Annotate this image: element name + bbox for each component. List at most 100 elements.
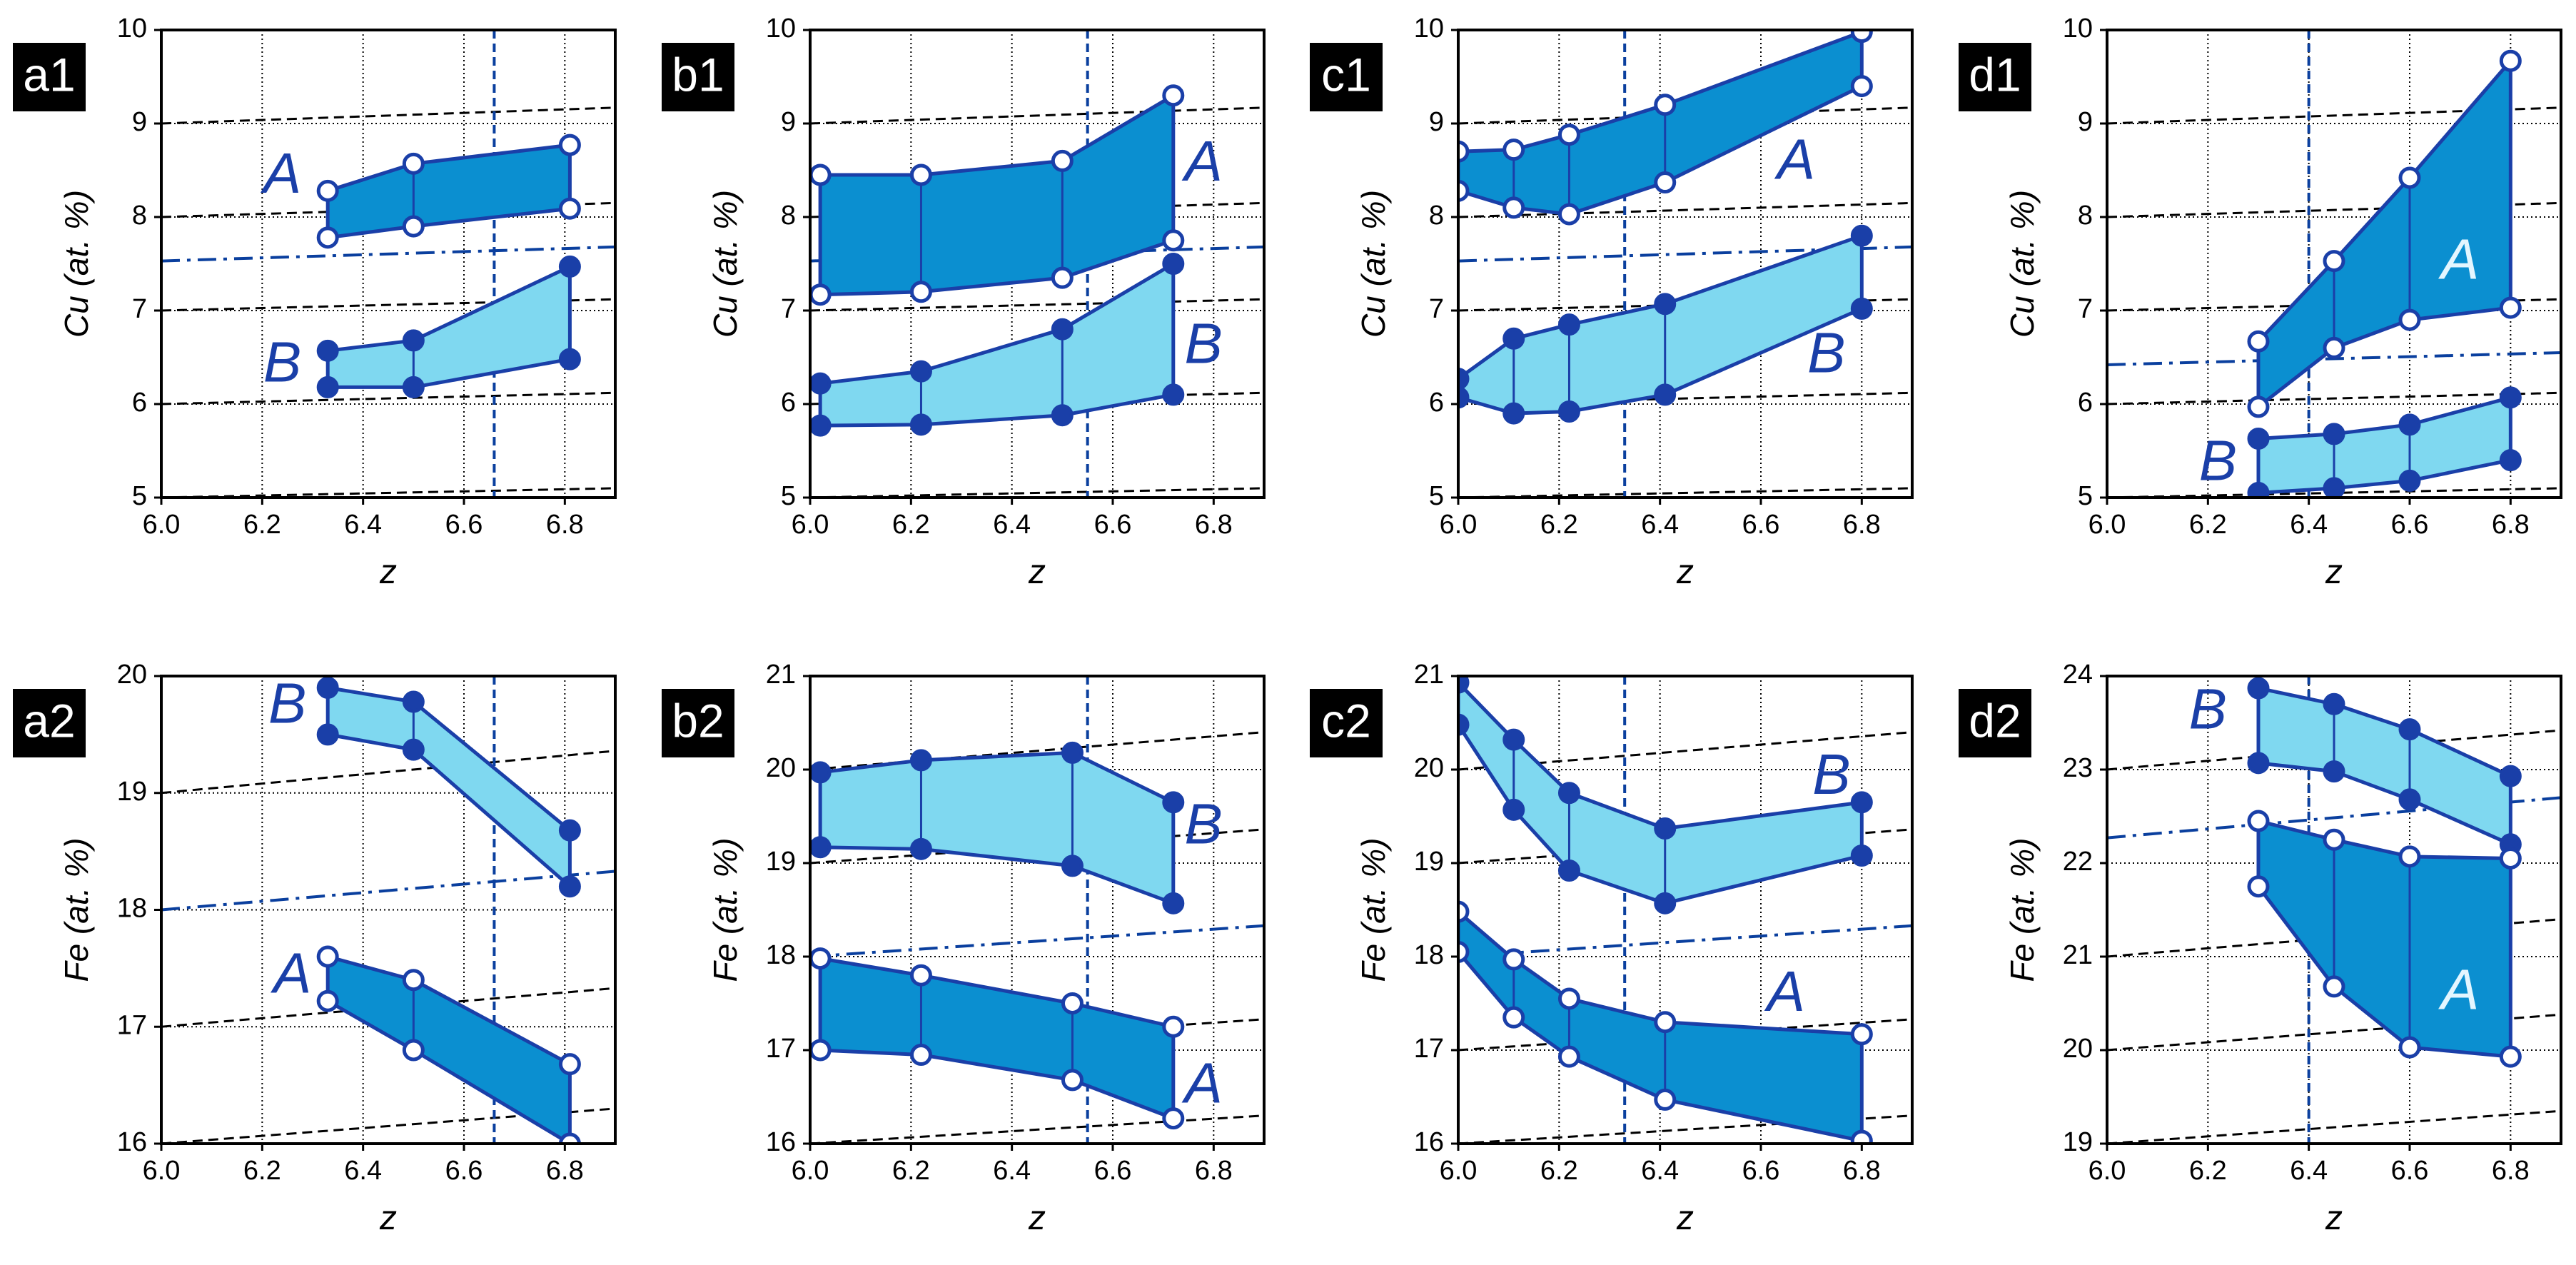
series-b-upper-point [1162, 253, 1185, 275]
series-b-lower-point [2398, 788, 2421, 811]
series-b-upper-point [810, 761, 832, 784]
y-tick-label: 10 [117, 14, 147, 44]
y-tick-label: 9 [781, 107, 796, 137]
series-a-upper-point [2323, 828, 2345, 851]
series-a-lower-point [1557, 1045, 1580, 1068]
y-tick-label: 7 [2078, 294, 2093, 324]
panel-c1: A B 6.0 6.2 6.4 6.6 6.8 5 6 7 8 9 10 z Cu (at. %) c1 [1310, 14, 1914, 591]
x-tick-label: 6.8 [2492, 1156, 2530, 1186]
y-axis-label: Cu (at. %) [2004, 190, 2041, 338]
panel-badge [1959, 43, 2031, 111]
series-a-lower-point [316, 989, 339, 1012]
series-b-upper-point [909, 360, 932, 383]
x-tick-label: 6.2 [2189, 1156, 2227, 1186]
panel-badge [1310, 43, 1383, 111]
series-a-band [325, 954, 572, 1144]
y-tick-label: 9 [1429, 107, 1444, 137]
series-b-lower-point [2499, 449, 2522, 472]
x-tick-label: 6.8 [1195, 510, 1233, 540]
series-a-upper-point [810, 163, 832, 186]
x-tick-label: 6.2 [2189, 510, 2227, 540]
x-axis-label: z [1676, 1199, 1694, 1237]
y-tick-label: 24 [2063, 660, 2093, 690]
x-tick-label: 6.0 [792, 1156, 829, 1186]
dashed-reference-line [161, 487, 615, 498]
dashed-reference-line [810, 487, 1264, 498]
dashed-reference-line [1458, 201, 1912, 218]
panel-a2: B A 6.0 6.2 6.4 6.6 6.8 16 17 18 19 20 z Fe (at. %) a2 [13, 660, 617, 1237]
dashdot-line [161, 870, 615, 912]
series-label-b: B [1185, 312, 1223, 376]
y-tick-label: 19 [1414, 847, 1444, 877]
panel-d2: B A 6.0 6.2 6.4 6.6 6.8 19 20 21 22 23 24 z Fe (at. %)… [1959, 660, 2562, 1237]
series-b-lower-point [810, 414, 832, 437]
plot-frame [2106, 675, 2562, 1145]
x-tick-label: 6.6 [445, 1156, 483, 1186]
plot-frame [809, 29, 1266, 499]
y-tick-label: 5 [781, 481, 796, 511]
series-b-upper-point [1850, 791, 1873, 814]
series-a-lower-point [909, 1044, 932, 1067]
x-tick-label: 6.0 [2088, 510, 2126, 540]
series-label-b: B [2189, 677, 2227, 741]
y-tick-label: 5 [1429, 481, 1444, 511]
x-tick-label: 6.6 [1742, 510, 1780, 540]
series-b-band [818, 750, 1176, 905]
y-tick-label: 16 [1414, 1127, 1444, 1157]
y-tick-label: 6 [1429, 388, 1444, 418]
y-tick-label: 9 [132, 107, 147, 137]
series-a-lower-point [558, 197, 581, 220]
series-b-lower-point [558, 348, 581, 371]
x-tick-label: 6.0 [143, 510, 181, 540]
x-tick-label: 6.0 [1440, 510, 1478, 540]
dashed-reference-line [161, 750, 615, 795]
y-tick-label: 16 [117, 1127, 147, 1157]
x-tick-label: 6.0 [1440, 1156, 1478, 1186]
series-a-upper-point [1061, 992, 1084, 1014]
series-b-lower-point [1850, 845, 1873, 867]
plot-area [810, 30, 1264, 498]
series-label-a: A [1182, 129, 1223, 193]
series-a-upper-point [1557, 987, 1580, 1010]
series-a-lower-point [1502, 1006, 1525, 1029]
x-tick-label: 6.6 [445, 510, 483, 540]
series-a-upper-point [1557, 124, 1580, 146]
y-tick-label: 6 [781, 388, 796, 418]
panel-badge [13, 689, 86, 757]
series-a-upper-point [2499, 847, 2522, 870]
series-b-upper-point [1502, 728, 1525, 751]
series-a-lower-point [1502, 196, 1525, 219]
series-a-band [325, 143, 572, 240]
series-b-lower-point [2323, 760, 2345, 783]
series-b-upper-point [1458, 368, 1470, 390]
y-tick-label: 5 [2078, 481, 2093, 511]
series-b-lower-point [1557, 400, 1580, 423]
plot-frame [2106, 29, 2562, 499]
series-b-upper-point [909, 749, 932, 772]
series-b-upper-point [1654, 293, 1677, 316]
series-b-upper-point [1051, 318, 1074, 341]
y-tick-label: 8 [781, 201, 796, 231]
series-a-upper-point [1458, 900, 1470, 923]
plot-area [810, 676, 1264, 1144]
series-b-lower-point [810, 836, 832, 859]
series-label-a: A [1774, 127, 1815, 191]
series-b-upper-point [1654, 817, 1677, 840]
x-axis-label: z [1028, 1199, 1046, 1237]
x-tick-label: 6.4 [344, 1156, 382, 1186]
x-tick-label: 6.4 [1641, 1156, 1679, 1186]
series-a-lower-point [1850, 1129, 1873, 1144]
x-tick-label: 6.6 [1094, 1156, 1132, 1186]
panel-badge-label: d2 [1969, 694, 2021, 747]
y-tick-label: 8 [1429, 201, 1444, 231]
dashed-reference-line [1458, 487, 1912, 498]
x-tick-label: 6.8 [546, 1156, 584, 1186]
series-label-b: B [1185, 792, 1223, 856]
y-tick-label: 18 [117, 894, 147, 924]
plot-frame [160, 29, 617, 499]
series-b-upper-point [1162, 791, 1185, 814]
y-axis-label: Fe (at. %) [707, 838, 744, 982]
series-b-lower-point [316, 723, 339, 746]
x-axis-label: z [1028, 553, 1046, 591]
